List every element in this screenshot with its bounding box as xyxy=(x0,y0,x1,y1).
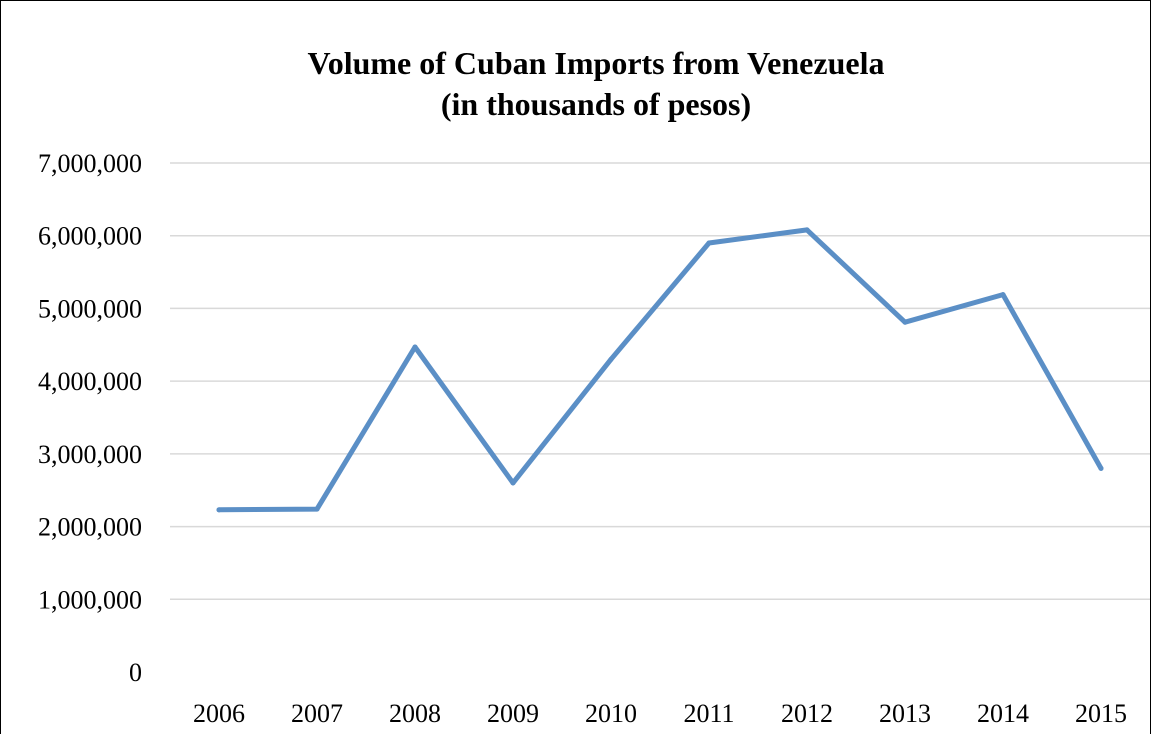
x-tick-label: 2013 xyxy=(879,699,931,728)
data-point xyxy=(1000,292,1006,298)
data-point xyxy=(1098,465,1104,471)
series-layer xyxy=(216,227,1104,513)
x-tick-label: 2006 xyxy=(193,699,245,728)
data-point xyxy=(216,507,222,513)
gridlines xyxy=(170,162,1150,601)
y-tick-label: 7,000,000 xyxy=(38,149,142,178)
series-line xyxy=(216,227,1104,513)
data-point xyxy=(608,356,614,362)
data-point xyxy=(902,319,908,325)
x-tick-label: 2008 xyxy=(389,699,441,728)
chart-title-line-1: Volume of Cuban Imports from Venezuela xyxy=(308,45,885,81)
chart-title-line-2: (in thousands of pesos) xyxy=(441,86,751,122)
x-tick-label: 2011 xyxy=(683,699,734,728)
y-tick-label: 5,000,000 xyxy=(38,294,142,323)
x-tick-label: 2015 xyxy=(1075,699,1127,728)
data-point xyxy=(412,344,418,350)
y-tick-label: 3,000,000 xyxy=(38,440,142,469)
y-tick-label: 6,000,000 xyxy=(38,222,142,251)
x-tick-label: 2007 xyxy=(291,699,343,728)
y-axis-tick-labels: 0 1,000,000 2,000,000 3,000,000 4,000,000 5,0… xyxy=(38,149,142,687)
data-point xyxy=(510,480,516,486)
x-tick-label: 2009 xyxy=(487,699,539,728)
data-point xyxy=(706,240,712,246)
x-tick-label: 2010 xyxy=(585,699,637,728)
x-tick-label: 2014 xyxy=(977,699,1029,728)
y-tick-label: 0 xyxy=(129,658,142,687)
y-tick-label: 2,000,000 xyxy=(38,513,142,542)
x-tick-label: 2012 xyxy=(781,699,833,728)
x-axis-tick-labels: 2006 2007 2008 2009 2010 2011 2012 2013 2014 2015 xyxy=(193,699,1127,728)
data-point xyxy=(804,227,810,233)
y-tick-label: 1,000,000 xyxy=(38,585,142,614)
y-tick-label: 4,000,000 xyxy=(38,367,142,396)
data-point xyxy=(314,506,320,512)
